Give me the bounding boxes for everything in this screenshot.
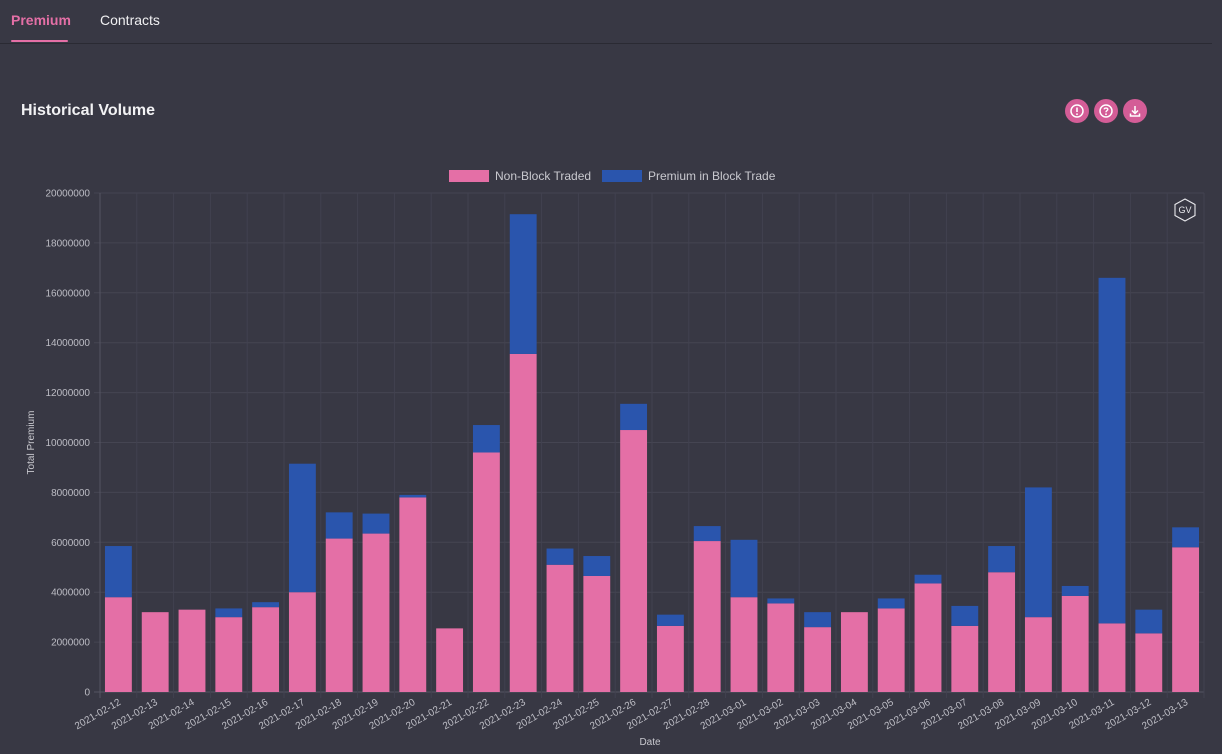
bar-premium-in-block-trade-2021-03-08[interactable] [988,546,1016,573]
bar-non-block-traded-2021-02-20[interactable] [399,497,427,692]
chart-bars [104,214,1200,692]
bar-premium-in-block-trade-2021-03-06[interactable] [914,574,942,584]
bar-non-block-traded-2021-03-13[interactable] [1172,547,1200,692]
bar-premium-in-block-trade-2021-02-28[interactable] [693,526,721,542]
bar-premium-in-block-trade-2021-03-13[interactable] [1172,527,1200,548]
y-tick-label: 2000000 [51,638,90,649]
bar-non-block-traded-2021-03-01[interactable] [730,597,758,692]
bar-non-block-traded-2021-02-13[interactable] [141,612,169,692]
bar-premium-in-block-trade-2021-02-20[interactable] [399,494,427,498]
bar-premium-in-block-trade-2021-02-23[interactable] [509,214,537,354]
info-button[interactable] [1065,99,1089,123]
bar-premium-in-block-trade-2021-03-01[interactable] [730,539,758,598]
bar-non-block-traded-2021-03-07[interactable] [951,625,979,692]
bar-premium-in-block-trade-2021-02-17[interactable] [288,463,316,593]
help-button[interactable] [1094,99,1118,123]
y-axis-title: Total Premium [26,411,37,475]
bar-non-block-traded-2021-03-02[interactable] [767,603,795,692]
chart-legend[interactable]: Non-Block Traded Premium in Block Trade [449,169,776,183]
info-icon [1070,104,1084,118]
bar-premium-in-block-trade-2021-02-19[interactable] [362,513,390,534]
bar-non-block-traded-2021-02-19[interactable] [362,533,390,692]
bar-non-block-traded-2021-02-18[interactable] [325,538,353,692]
bar-premium-in-block-trade-2021-02-26[interactable] [620,403,648,431]
y-tick-label: 0 [84,688,90,699]
bar-premium-in-block-trade-2021-03-02[interactable] [767,598,795,604]
bar-non-block-traded-2021-02-26[interactable] [620,430,648,692]
bar-non-block-traded-2021-02-23[interactable] [509,353,537,692]
bar-premium-in-block-trade-2021-02-24[interactable] [546,548,574,565]
bar-non-block-traded-2021-02-14[interactable] [178,609,206,692]
bar-non-block-traded-2021-02-24[interactable] [546,564,574,692]
y-tick-label: 6000000 [51,538,90,549]
y-axis-ticks: 0 2000000 4000000 6000000 8000000 10000000 120… [46,189,91,699]
tab-contracts[interactable]: Contracts [100,12,160,28]
y-tick-label: 20000000 [46,189,91,200]
x-axis-title: Date [639,737,661,748]
download-button[interactable] [1123,99,1147,123]
y-tick-label: 18000000 [46,238,91,249]
bar-non-block-traded-2021-03-06[interactable] [914,583,942,692]
bar-premium-in-block-trade-2021-02-22[interactable] [472,425,500,453]
y-tick-label: 10000000 [46,438,91,449]
historical-volume-chart: 0 2000000 4000000 6000000 8000000 10000000 120… [26,169,1205,748]
y-tick-label: 8000000 [51,488,90,499]
tab-premium[interactable]: Premium [11,12,71,28]
bar-premium-in-block-trade-2021-02-12[interactable] [104,546,132,598]
y-tick-label: 12000000 [46,388,91,399]
chart-grid [94,192,1205,698]
download-icon [1129,106,1141,117]
bar-premium-in-block-trade-2021-02-18[interactable] [325,512,353,539]
legend-swatch-2[interactable] [602,170,642,182]
bar-non-block-traded-2021-02-25[interactable] [583,575,611,692]
bar-premium-in-block-trade-2021-02-16[interactable] [252,602,280,608]
watermark-text: GV [1178,205,1191,215]
section-title: Historical Volume [21,102,155,119]
bar-premium-in-block-trade-2021-03-11[interactable] [1098,277,1126,624]
bar-premium-in-block-trade-2021-03-03[interactable] [804,612,832,628]
x-axis-ticks: 2021-02-122021-02-132021-02-142021-02-15… [73,697,1190,732]
bar-premium-in-block-trade-2021-03-10[interactable] [1061,585,1089,596]
y-tick-label: 14000000 [46,338,91,349]
bar-non-block-traded-2021-02-15[interactable] [215,617,243,692]
active-tab-indicator [11,40,68,42]
bar-premium-in-block-trade-2021-03-12[interactable] [1135,609,1163,634]
bar-non-block-traded-2021-03-03[interactable] [804,627,832,692]
bar-non-block-traded-2021-03-09[interactable] [1024,617,1052,692]
y-tick-label: 16000000 [46,288,91,299]
bar-non-block-traded-2021-03-08[interactable] [988,572,1016,692]
help-icon [1099,104,1113,118]
bar-premium-in-block-trade-2021-02-27[interactable] [656,614,684,626]
bar-non-block-traded-2021-02-27[interactable] [656,625,684,692]
legend-label-2[interactable]: Premium in Block Trade [648,169,776,183]
legend-swatch-1[interactable] [449,170,489,182]
bar-non-block-traded-2021-02-22[interactable] [472,452,500,692]
bar-non-block-traded-2021-03-10[interactable] [1061,595,1089,692]
bar-non-block-traded-2021-02-17[interactable] [288,592,316,692]
bar-premium-in-block-trade-2021-02-25[interactable] [583,556,611,576]
bar-non-block-traded-2021-02-16[interactable] [252,607,280,692]
bar-premium-in-block-trade-2021-02-15[interactable] [215,608,243,618]
bar-non-block-traded-2021-03-12[interactable] [1135,633,1163,692]
bar-non-block-traded-2021-03-04[interactable] [840,612,868,692]
bar-premium-in-block-trade-2021-03-07[interactable] [951,605,979,626]
tab-bar: Premium Contracts [0,0,1212,44]
watermark-logo: GV [1174,198,1196,222]
bar-premium-in-block-trade-2021-03-05[interactable] [877,598,905,609]
bar-premium-in-block-trade-2021-03-09[interactable] [1024,487,1052,618]
bar-non-block-traded-2021-02-28[interactable] [693,541,721,692]
bar-non-block-traded-2021-02-12[interactable] [104,597,132,692]
bar-non-block-traded-2021-03-11[interactable] [1098,623,1126,692]
legend-label-1[interactable]: Non-Block Traded [495,169,591,183]
y-tick-label: 4000000 [51,588,90,599]
bar-non-block-traded-2021-03-05[interactable] [877,608,905,692]
bar-non-block-traded-2021-02-21[interactable] [436,628,464,692]
